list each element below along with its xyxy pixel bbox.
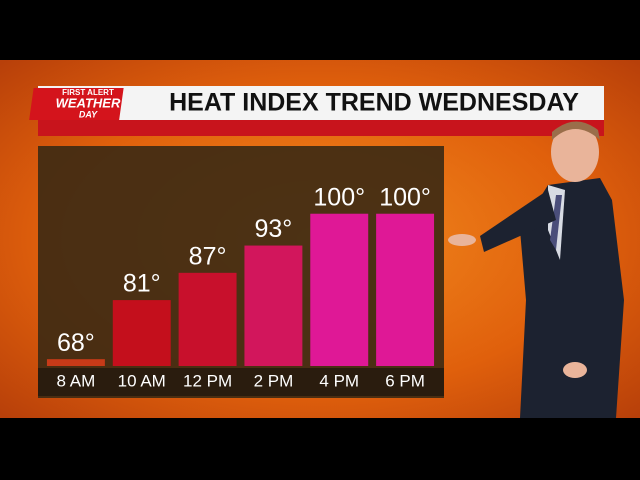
bar [112, 300, 171, 366]
value-label: 93° [255, 215, 293, 243]
value-label: 87° [189, 242, 227, 270]
x-tick-label: 12 PM [183, 371, 232, 390]
x-tick-label: 4 PM [319, 371, 359, 390]
bar [376, 213, 435, 366]
value-label: 81° [123, 270, 161, 298]
title-stripe [38, 120, 604, 136]
label-strip [38, 368, 444, 396]
logo-text: DAY [79, 109, 98, 119]
letterbox [0, 418, 640, 480]
chart-title: HEAT INDEX TREND WEDNESDAY [169, 89, 579, 117]
value-label: 100° [313, 183, 365, 211]
logo-text: FIRST ALERT [62, 88, 114, 97]
x-tick-label: 2 PM [254, 371, 294, 390]
presenter [448, 121, 624, 418]
plot: 68° 8 AM 81° 10 AM 87° 12 PM 93° 2 PM 100° 4 PM 10… [46, 183, 435, 390]
title-banner [38, 86, 604, 120]
logo-box [29, 88, 124, 120]
x-tick-label: 6 PM [385, 371, 425, 390]
bar [178, 272, 237, 366]
value-label: 68° [57, 329, 95, 357]
logo-text: WEATHER [56, 95, 121, 110]
x-tick-label: 8 AM [57, 371, 96, 390]
letterbox [0, 0, 640, 60]
bar [46, 359, 105, 366]
bar [244, 245, 303, 366]
x-tick-label: 10 AM [118, 371, 166, 390]
bar [310, 213, 369, 366]
value-label: 100° [379, 183, 431, 211]
